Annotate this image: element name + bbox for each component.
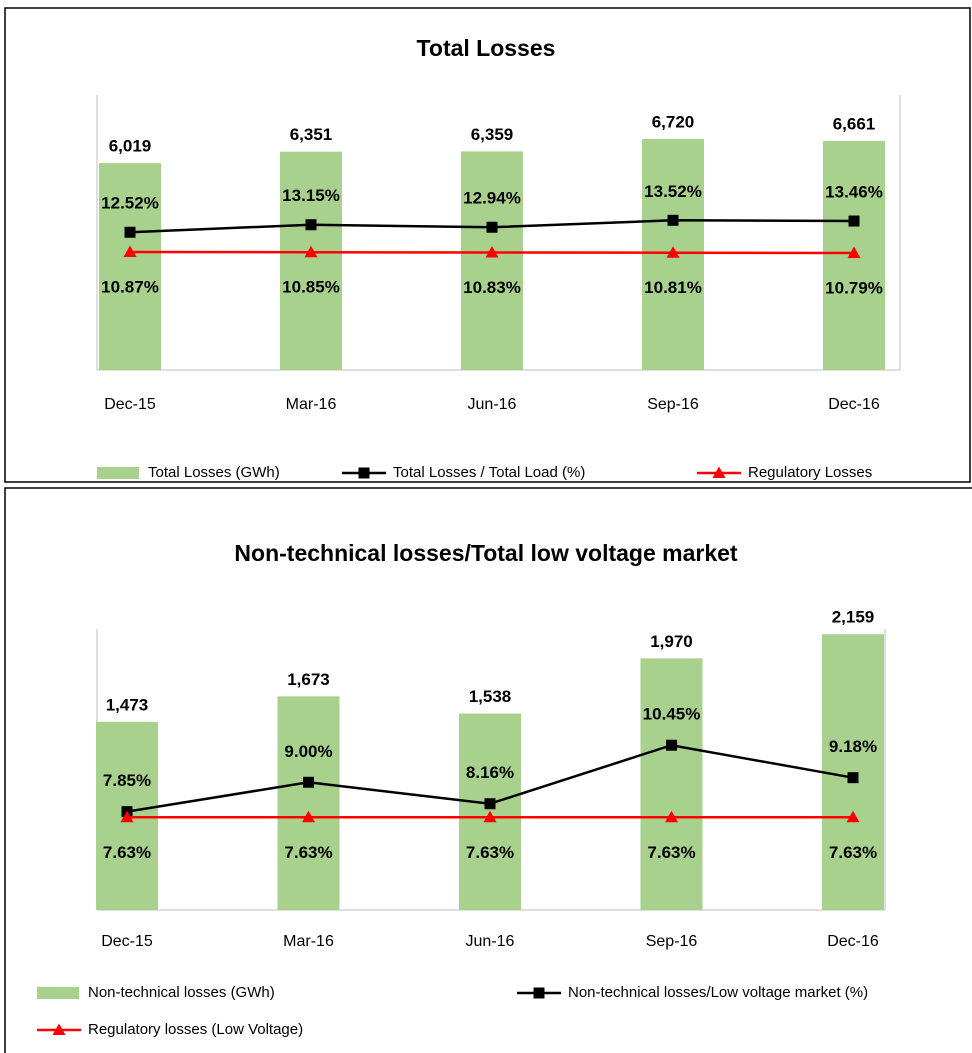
data-label: 10.83% [463, 278, 521, 297]
data-label: 6,661 [833, 115, 876, 134]
x-tick-label: Sep-16 [647, 396, 699, 413]
data-label: 9.00% [284, 742, 332, 761]
line-marker [124, 226, 136, 238]
data-label: 1,970 [650, 632, 693, 651]
data-label: 1,473 [106, 695, 149, 714]
data-label: 6,359 [471, 125, 514, 144]
legend-label: Non-technical losses (GWh) [88, 984, 275, 1001]
line-marker [123, 245, 137, 257]
bar [99, 163, 161, 370]
line-marker [847, 772, 859, 784]
chart-frame [4, 7, 971, 483]
data-label: 12.94% [463, 189, 521, 208]
data-label: 9.18% [829, 737, 877, 756]
data-label: 7.63% [829, 843, 877, 862]
data-label: 10.85% [282, 278, 340, 297]
line-marker [666, 739, 677, 751]
legend-swatch [97, 467, 139, 479]
data-label: 6,351 [290, 125, 333, 144]
data-label: 2,159 [832, 608, 875, 627]
x-tick-label: Jun-16 [468, 396, 517, 413]
data-label: 10.45% [643, 705, 701, 724]
data-label: 7.85% [103, 771, 151, 790]
x-tick-label: Dec-16 [827, 933, 879, 950]
bar [461, 151, 523, 370]
x-tick-label: Dec-15 [104, 396, 156, 413]
line-marker [848, 215, 860, 227]
legend-label: Non-technical losses/Low voltage market … [568, 984, 868, 1001]
data-label: 10.81% [644, 278, 702, 297]
legend-label: Regulatory Losses [748, 464, 872, 481]
legend-marker [52, 1023, 66, 1035]
x-tick-label: Sep-16 [646, 933, 698, 950]
bar [277, 696, 340, 910]
data-label: 13.52% [644, 182, 702, 201]
chart-title: Total Losses [417, 35, 556, 61]
line-marker [666, 246, 680, 258]
line-marker [846, 810, 860, 823]
data-label: 1,673 [287, 670, 330, 689]
data-label: 1,538 [469, 687, 512, 706]
x-tick-label: Mar-16 [286, 396, 337, 413]
x-tick-label: Jun-16 [466, 933, 515, 950]
data-label: 7.63% [284, 843, 332, 862]
line-marker [303, 776, 314, 788]
bar [280, 151, 342, 370]
chart-frame [4, 487, 972, 1053]
chart-title: Non-technical losses/Total low voltage m… [234, 540, 737, 566]
data-label: 6,019 [109, 137, 152, 156]
x-tick-label: Dec-15 [101, 933, 153, 950]
line-marker [304, 245, 318, 258]
x-tick-label: Dec-16 [828, 396, 880, 413]
bar [640, 658, 703, 910]
line-marker [483, 810, 497, 823]
data-label: 13.15% [282, 186, 340, 205]
data-label: 10.79% [825, 278, 883, 297]
line-marker [486, 221, 498, 233]
legend-label: Total Losses (GWh) [148, 464, 280, 481]
line-marker [120, 810, 134, 823]
line-marker [667, 214, 679, 226]
legend-marker [712, 466, 726, 478]
bar [822, 634, 884, 910]
legend-marker [533, 987, 545, 999]
data-label: 8.16% [466, 763, 514, 782]
line-marker [305, 219, 317, 231]
legend-marker [358, 467, 370, 479]
line-marker [847, 246, 861, 258]
data-label: 6,720 [652, 112, 695, 131]
data-label: 7.63% [103, 843, 151, 862]
line-marker [484, 798, 496, 810]
data-label: 13.46% [825, 183, 883, 202]
legend-label: Regulatory losses (Low Voltage) [88, 1021, 303, 1038]
legend-swatch [37, 987, 79, 999]
data-label: 7.63% [647, 843, 695, 862]
data-label: 12.52% [101, 194, 159, 213]
line-marker [665, 810, 678, 823]
data-label: 10.87% [101, 277, 159, 296]
line-marker [302, 810, 315, 823]
line-marker [485, 245, 499, 258]
data-label: 7.63% [466, 843, 514, 862]
legend-label: Total Losses / Total Load (%) [393, 464, 585, 481]
x-tick-label: Mar-16 [283, 933, 334, 950]
